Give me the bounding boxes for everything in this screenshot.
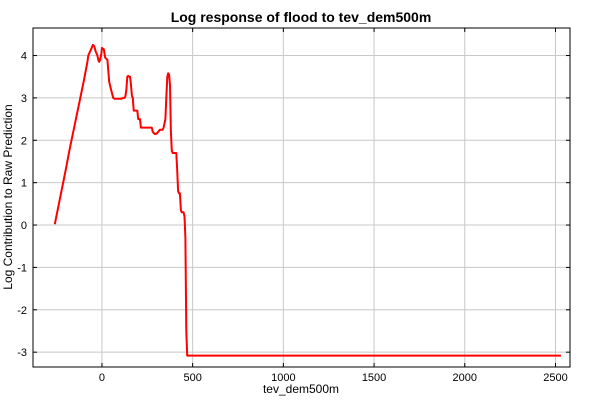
y-tick-label: 4 — [21, 51, 27, 63]
axis-ticks: 0 500 1000 1500 2000 2500 -3 -2 -1 0 1 2 3 4 — [17, 28, 570, 384]
plot-area-frame — [32, 27, 571, 368]
series-line — [53, 43, 561, 357]
y-tick-label: -3 — [17, 347, 27, 359]
y-tick-label: 2 — [21, 135, 27, 147]
chart-title: Log response of flood to tev_dem500m — [171, 9, 432, 25]
x-tick-label: 0 — [99, 372, 105, 384]
x-tick-label: 2500 — [543, 372, 567, 384]
y-tick-label: 3 — [21, 93, 27, 105]
x-tick-label: 1000 — [271, 372, 295, 384]
y-tick-label: -1 — [17, 262, 27, 274]
x-tick-label: 1500 — [362, 372, 386, 384]
x-axis-label: tev_dem500m — [263, 382, 339, 396]
y-axis-label: Log Contribution to Raw Prediction — [1, 104, 15, 289]
x-tick-label: 500 — [183, 372, 201, 384]
y-tick-label: 0 — [21, 220, 27, 232]
series-group — [53, 43, 561, 357]
x-tick-label: 2000 — [453, 372, 477, 384]
grid — [33, 28, 570, 367]
y-tick-label: -2 — [17, 305, 27, 317]
y-tick-label: 1 — [21, 178, 27, 190]
